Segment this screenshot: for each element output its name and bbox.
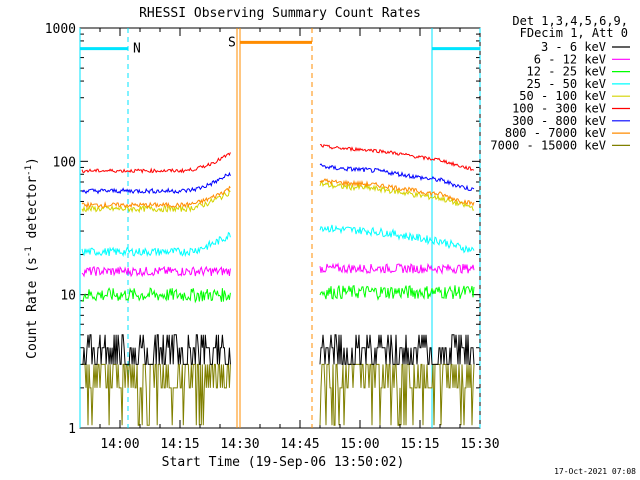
x-tick-label: 15:15 — [400, 437, 439, 452]
legend-entry-label: 6 - 12 keV — [534, 52, 606, 66]
saa-label: S — [228, 35, 236, 50]
series-line — [319, 224, 475, 254]
series-line — [81, 231, 231, 258]
legend: Det 1,3,4,5,6,9,FDecim 1, Att 03 - 6 keV… — [490, 14, 630, 152]
chart-title: RHESSI Observing Summary Count Rates — [139, 6, 421, 21]
series-line — [82, 334, 231, 365]
y-tick-label: 1000 — [45, 22, 76, 37]
series-line — [319, 334, 475, 365]
x-axis-label: Start Time (19-Sep-06 13:50:02) — [162, 455, 405, 470]
svg-text:Count Rate (s-1 detector-1): Count Rate (s-1 detector-1) — [24, 157, 40, 359]
legend-entry-label: 12 - 25 keV — [527, 65, 606, 79]
y-tick-label: 100 — [53, 155, 76, 170]
legend-header: Det 1,3,4,5,6,9, — [512, 14, 628, 28]
x-tick-label: 15:00 — [340, 437, 379, 452]
series-line — [82, 363, 231, 426]
y-axis-label: Count Rate (s-1 detector-1) — [24, 157, 40, 359]
x-tick-label: 14:15 — [160, 437, 199, 452]
series-line — [319, 143, 475, 172]
x-tick-label: 14:45 — [280, 437, 319, 452]
series-line — [81, 265, 231, 278]
legend-entry-label: 7000 - 15000 keV — [490, 138, 606, 152]
y-axis-label-sup: -1 — [24, 165, 34, 176]
y-tick-label: 10 — [60, 289, 76, 304]
series-line — [319, 181, 475, 211]
x-tick-label: 15:30 — [460, 437, 499, 452]
series-line — [319, 262, 475, 275]
y-axis-label-sup: -1 — [24, 246, 34, 257]
plot-frame — [79, 27, 481, 429]
series-line — [319, 163, 475, 192]
series-line — [81, 287, 231, 304]
y-tick-label: 1 — [68, 422, 76, 437]
legend-entry-label: 25 - 50 keV — [527, 77, 606, 91]
series-line — [319, 284, 475, 301]
series-line — [81, 152, 231, 174]
legend-entry-label: 300 - 800 keV — [512, 114, 606, 128]
y-axis-label-part: Count Rate (s — [25, 257, 40, 359]
series-line — [319, 178, 475, 207]
series-line — [81, 185, 231, 210]
night-label: N — [133, 42, 141, 57]
plot-area: 1 10 100 1000 14:00 14:15 14:30 14:45 15:00 15:15… — [45, 22, 500, 452]
x-tick-label: 14:30 — [220, 437, 259, 452]
legend-entry-label: 50 - 100 keV — [519, 89, 606, 103]
series-line — [319, 363, 475, 426]
series-line — [81, 171, 231, 195]
y-axis-label-part: ) — [25, 157, 40, 165]
series-line — [81, 189, 231, 214]
y-axis-label-part: detector — [25, 176, 40, 247]
legend-entry-label: 3 - 6 keV — [541, 40, 606, 54]
timestamp: 17-Oct-2021 07:08 — [554, 467, 636, 476]
legend-entry-label: 100 - 300 keV — [512, 102, 606, 116]
x-tick-label: 14:00 — [100, 437, 139, 452]
legend-header: FDecim 1, Att 0 — [520, 26, 628, 40]
legend-entry-label: 800 - 7000 keV — [505, 126, 606, 140]
